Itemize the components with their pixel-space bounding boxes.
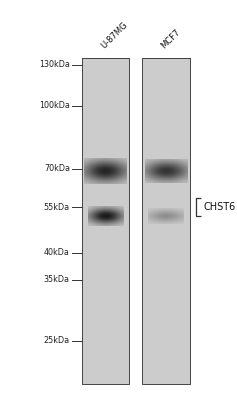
Text: 130kDa: 130kDa — [39, 60, 70, 69]
Text: CHST6: CHST6 — [203, 202, 235, 212]
Text: 100kDa: 100kDa — [39, 102, 70, 110]
Text: 25kDa: 25kDa — [44, 336, 70, 345]
Text: 70kDa: 70kDa — [44, 164, 70, 173]
Text: 55kDa: 55kDa — [44, 203, 70, 212]
Text: 40kDa: 40kDa — [44, 248, 70, 257]
Bar — [142, 58, 190, 384]
Text: 35kDa: 35kDa — [44, 276, 70, 284]
Text: MCF7: MCF7 — [160, 27, 182, 50]
Text: U-87MG: U-87MG — [99, 20, 129, 50]
Bar — [82, 58, 129, 384]
